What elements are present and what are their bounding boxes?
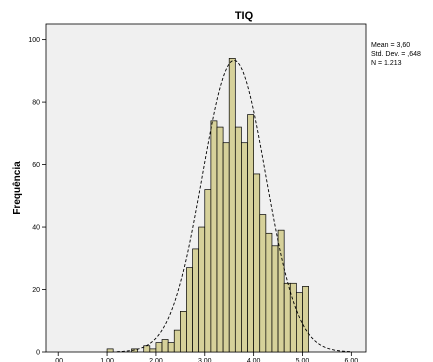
stat-mean: Mean = 3,60: [371, 42, 410, 49]
y-tick-label-0: 0: [36, 350, 40, 357]
histogram-bar-14: [216, 126, 224, 353]
stat-n: N = 1.213: [371, 60, 402, 67]
x-tick-label-0: ,00: [53, 358, 63, 362]
y-tick-label-1: 20: [32, 287, 40, 294]
x-tick-label-1: 1,00: [100, 358, 114, 362]
histogram-bar-25: [283, 282, 291, 353]
histogram-bar-20: [253, 173, 261, 353]
y-tick-label-3: 60: [32, 162, 40, 169]
y-tick-label-4: 80: [32, 100, 40, 107]
histogram-bar-19: [247, 114, 254, 353]
histogram-bar-2: [143, 345, 151, 353]
x-tick-label-5: 5,00: [296, 358, 310, 362]
y-tick-label-2: 40: [32, 225, 40, 232]
normal-curve: [116, 59, 352, 353]
histogram-bar-24: [277, 229, 285, 353]
histogram-bar-6: [167, 342, 175, 353]
histogram-bar-13: [210, 120, 218, 353]
histogram-bar-17: [234, 126, 242, 353]
histogram-bar-1: [131, 348, 138, 353]
histogram-bar-16: [228, 58, 236, 353]
y-tick-label-5: 100: [28, 37, 40, 44]
histogram-bar-23: [271, 245, 279, 353]
histogram-bar-22: [265, 232, 273, 353]
stat-std-dev: Std. Dev. = ,648: [371, 51, 421, 58]
histogram-bar-11: [198, 226, 206, 353]
histogram-bar-4: [155, 342, 163, 353]
histogram-bar-0: [106, 348, 114, 353]
x-tick-label-2: 2,00: [149, 358, 163, 362]
histogram-bar-18: [241, 142, 248, 353]
histogram-bar-21: [259, 214, 267, 353]
histogram-bar-12: [204, 189, 212, 353]
y-axis: 0 20 40 60 80 100: [28, 37, 46, 357]
histogram-bar-15: [222, 142, 230, 353]
stats-box: Mean = 3,60 Std. Dev. = ,648 N = 1.213: [371, 42, 421, 67]
histogram-bar-9: [186, 267, 193, 353]
x-tick-label-3: 3,00: [198, 358, 212, 362]
x-tick-label-4: 4,00: [247, 358, 261, 362]
x-axis: ,00 1,00 2,00 3,00 4,00 5,00 6,00: [53, 352, 358, 362]
histogram-bar-28: [302, 286, 309, 353]
y-axis-label: Frequência: [12, 161, 23, 215]
histogram-bar-8: [180, 311, 187, 353]
x-tick-label-6: 6,00: [345, 358, 359, 362]
histogram-bar-5: [161, 339, 169, 353]
histogram-bar-3: [149, 348, 157, 353]
histogram-bar-10: [192, 248, 200, 353]
histogram-bar-7: [173, 329, 181, 353]
chart-title: TIQ: [235, 10, 254, 22]
bars-group: [106, 58, 309, 353]
